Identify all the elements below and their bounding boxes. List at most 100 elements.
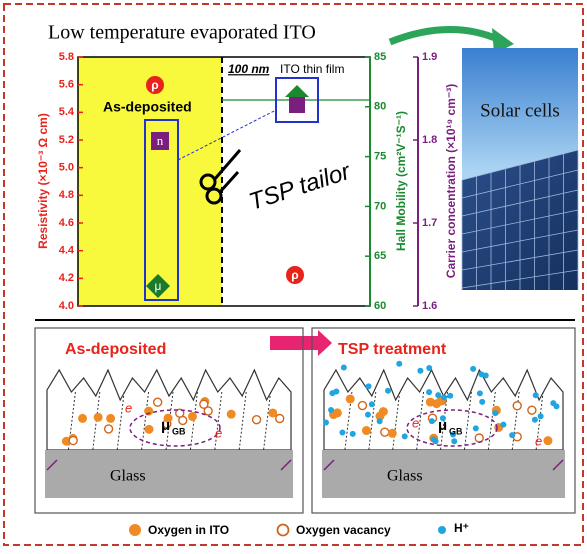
oxygen [93, 412, 103, 422]
plot: As-deposited 100 nm ITO thin film ρ n μ … [36, 51, 458, 312]
hydrogen [435, 392, 442, 399]
scissors [199, 149, 242, 205]
hydrogen [479, 398, 486, 405]
legend-label: Oxygen in ITO [148, 523, 229, 537]
grid-line [461, 249, 579, 271]
gb-region [406, 409, 498, 447]
vacancy [199, 399, 209, 409]
oxygen [345, 394, 355, 404]
hydrogen [451, 438, 458, 445]
hydrogen [482, 372, 489, 379]
vacancy [203, 406, 213, 416]
vacancy [103, 424, 114, 434]
hydrogen [509, 432, 516, 439]
hydrogen [339, 429, 346, 436]
oxygen [61, 436, 71, 446]
grain-boundary [392, 391, 401, 451]
oxygen [543, 436, 553, 446]
arrow-head [492, 28, 514, 54]
vacancy [275, 413, 285, 424]
hydrogen [450, 431, 457, 438]
hydrogen [328, 407, 335, 414]
vacancy [380, 427, 390, 437]
solar-photo: Solar cells [461, 48, 579, 290]
hydrogen [368, 401, 375, 408]
hydrogen [470, 365, 477, 372]
grid-line [461, 189, 579, 217]
hydrogen [365, 383, 372, 390]
grain-boundary [116, 391, 125, 451]
grain-boundary [263, 391, 272, 451]
electron-label: e [125, 400, 132, 415]
legend-swatch [276, 523, 290, 537]
grain-boundary [214, 391, 223, 451]
oxygen [144, 406, 154, 416]
hatch [323, 459, 335, 471]
hydrogen [417, 367, 424, 374]
rho-symbol: ρ [291, 268, 298, 282]
grid-line [461, 149, 579, 181]
tick-label: 4.8 [59, 189, 74, 201]
glass [322, 450, 565, 498]
hydrogen [323, 419, 330, 426]
tick-label: 70 [374, 200, 386, 212]
hydrogen [537, 413, 544, 420]
grid-line [461, 229, 579, 253]
legend: Oxygen in ITO Oxygen vacancy H⁺ [129, 521, 469, 537]
grain-boundary [238, 391, 247, 451]
tick-label: 75 [374, 151, 386, 163]
mu-symbol: μ [155, 279, 162, 293]
panel-title: As-deposited [65, 341, 166, 358]
tick-label: 4.6 [59, 217, 74, 229]
gb-region [129, 409, 221, 447]
n-marker [289, 97, 305, 113]
oxygen [387, 428, 397, 438]
hatch [280, 459, 292, 471]
tick-label: 1.6 [422, 300, 437, 312]
vacancy [357, 400, 368, 411]
hydrogen [426, 365, 433, 372]
vacancy [512, 401, 522, 411]
hydrogen [428, 418, 435, 425]
grid-line [461, 269, 579, 289]
tick-label: 5.4 [59, 106, 75, 118]
mu-marker [285, 85, 309, 97]
border [3, 3, 584, 546]
electron-label: e [215, 425, 222, 440]
panel-frame [34, 327, 304, 514]
tick-label: 5.0 [59, 162, 74, 174]
film-label: ITO thin film [280, 62, 344, 76]
arrow [388, 26, 502, 46]
mobility-label: μ [161, 417, 170, 434]
hydrogen [376, 418, 383, 425]
mu-marker [146, 274, 170, 298]
panel-frame [311, 327, 576, 514]
grain-boundary [535, 391, 544, 451]
tick-label: 5.2 [59, 134, 74, 146]
hydrogen [447, 392, 454, 399]
highlight-box [144, 119, 179, 301]
pointer [177, 109, 277, 161]
rho-marker [146, 76, 164, 94]
hydrogen [396, 360, 403, 367]
tick-label: 60 [374, 300, 386, 312]
hydrogen [439, 415, 446, 422]
legend-label: H⁺ [454, 521, 469, 535]
hatch [552, 459, 564, 471]
legend-swatch [438, 526, 446, 534]
highlight-box [275, 77, 319, 123]
grid-line [461, 169, 579, 199]
tick-label: 4.4 [59, 245, 75, 257]
photo-label: Solar cells [480, 100, 560, 121]
substrate-label: Glass [387, 468, 423, 485]
oxygen [187, 411, 197, 421]
grain-boundary [463, 391, 472, 451]
electron-label: e [535, 433, 542, 448]
hydrogen [500, 421, 507, 428]
rho-symbol: ρ [151, 78, 158, 92]
n-marker [151, 132, 169, 150]
hydrogen [532, 392, 539, 399]
vacancy [68, 435, 78, 446]
